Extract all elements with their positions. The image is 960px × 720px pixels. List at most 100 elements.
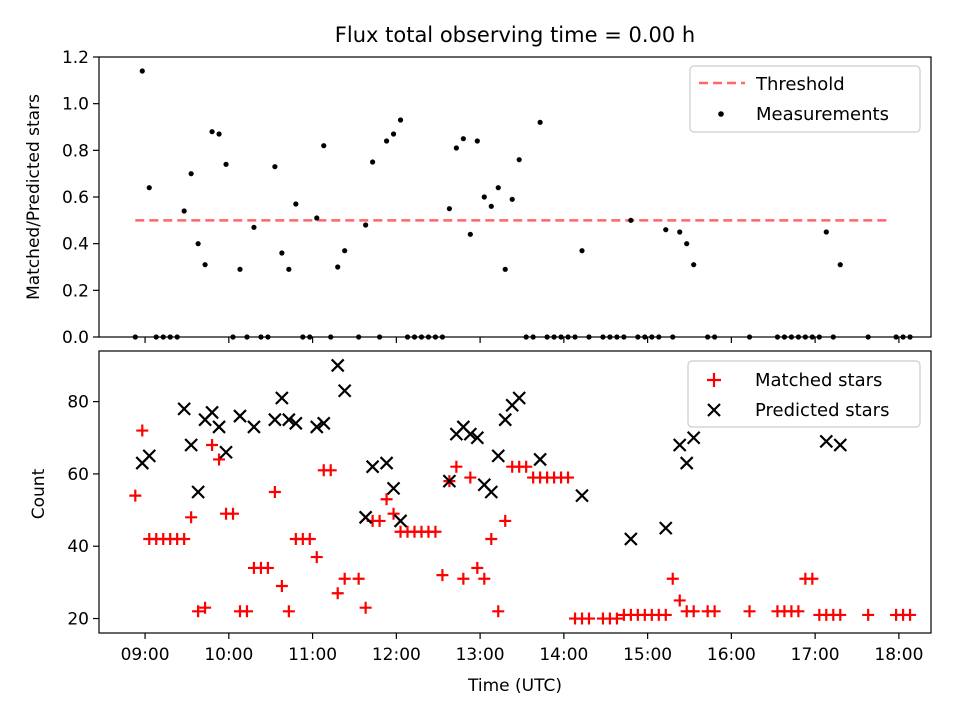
matched-star-point [450, 460, 463, 473]
measurement-point [314, 215, 320, 221]
matched-star-point [520, 460, 533, 473]
matched-star-point [206, 439, 219, 451]
measurement-point [509, 196, 515, 202]
bottom-legend-box [687, 360, 921, 428]
measurement-point [293, 201, 299, 207]
measurement-point [209, 129, 215, 135]
measurement-point [516, 157, 522, 163]
measurements-legend-label: Measurements [756, 104, 889, 125]
predicted-star-point [463, 427, 478, 441]
predicted-star-point [442, 474, 457, 488]
bottom-y-tick-label: 40 [67, 537, 89, 557]
matched-star-point [492, 605, 505, 618]
top-axis-ticks: 0.0 0.2 0.4 0.6 0.8 1.0 1.2 [62, 48, 900, 348]
matched-star-point [834, 608, 847, 621]
matched-star-point [582, 612, 595, 625]
predicted-star-point [365, 459, 380, 474]
predicted-star-point [212, 420, 226, 434]
predicted-star-point [219, 445, 233, 460]
predicted-star-point [386, 481, 401, 496]
matched-star-point [240, 605, 253, 618]
measurement-point [139, 68, 145, 74]
threshold-legend-label: Threshold [755, 74, 845, 95]
predicted-star-point [177, 402, 191, 416]
predicted-star-point [330, 358, 345, 373]
top-legend-box [689, 65, 921, 133]
top-plot-frame [98, 56, 932, 338]
matched-star-point [178, 533, 191, 545]
matched-star-point [708, 605, 721, 618]
measurement-point [677, 229, 683, 235]
bottom-plot: 20 40 60 80 09:00 10:00 11:00 12:00 13:00 14:00 15… [29, 350, 932, 696]
predicted-star-point [672, 438, 687, 452]
measurement-point [202, 262, 208, 268]
measurement-point [537, 119, 543, 125]
predicted-star-point [205, 405, 219, 420]
matched-legend-swatch [707, 373, 721, 387]
bottom-axis-ticks: 20 40 60 80 09:00 10:00 11:00 12:00 13:00 14:00 15… [67, 393, 923, 665]
measurement-point [488, 203, 494, 209]
measurement-point [383, 138, 390, 144]
measurement-point [481, 194, 487, 200]
predicted-star-point [491, 449, 506, 463]
predicted-star-point [624, 532, 638, 546]
measurement-point [823, 229, 829, 235]
measurement-point [397, 117, 404, 123]
predicted-star-point [512, 391, 526, 405]
predicted-legend-label: Predicted stars [755, 400, 889, 421]
matched-star-point [464, 471, 477, 484]
top-y-tick-label: 0.4 [62, 235, 89, 255]
matched-star-point [666, 572, 679, 585]
measurement-point [460, 136, 466, 142]
measurement-point [363, 222, 369, 228]
measurement-point [188, 171, 194, 177]
measurement-point [286, 266, 292, 272]
predicted-star-point [191, 485, 205, 499]
predicted-star-point [484, 485, 499, 499]
x-tick-label: 12:00 [372, 645, 421, 665]
matched-star-point [359, 601, 372, 614]
matched-star-point [743, 605, 756, 618]
matched-star-point [331, 587, 344, 600]
predicted-star-point [658, 521, 673, 535]
measurement-point [335, 264, 341, 270]
top-plot: 0.0 0.2 0.4 0.6 0.8 1.0 1.2 Matched/Predicted … [24, 48, 932, 348]
measurement-point [223, 161, 229, 167]
matched-star-point [387, 507, 400, 520]
bottom-plot-frame [98, 350, 932, 634]
measurement-point [453, 145, 459, 151]
measurement-point [837, 262, 843, 268]
measurement-point [195, 241, 201, 247]
matched-star-point [610, 612, 623, 625]
matched-star-point [792, 605, 805, 618]
measurement-point [467, 231, 473, 237]
x-tick-label: 11:00 [288, 645, 337, 665]
measurements-legend-swatch [718, 111, 724, 117]
matched-star-point [129, 489, 142, 502]
measurement-point [321, 143, 327, 149]
measurement-point [279, 250, 285, 256]
matched-star-point [268, 486, 281, 498]
top-y-tick-label: 0.8 [62, 141, 89, 161]
predicted-star-point [309, 420, 324, 434]
matched-star-point [192, 605, 205, 618]
predicted-star-point [142, 449, 157, 463]
matched-star-point [310, 551, 323, 564]
measurement-point [342, 248, 348, 254]
matched-star-point [282, 605, 295, 618]
matched-star-point [380, 493, 393, 506]
top-y-tick-label: 1.0 [62, 95, 89, 115]
bottom-y-tick-label: 20 [67, 610, 89, 630]
top-y-tick-label: 0.2 [62, 281, 89, 301]
matched-legend-label: Matched stars [755, 370, 882, 391]
x-tick-label: 10:00 [204, 645, 253, 665]
predicted-star-point [233, 409, 247, 423]
measurements-points [132, 68, 913, 340]
matched-star-point [436, 569, 449, 582]
measurement-point [691, 262, 697, 268]
measurement-point [495, 185, 501, 191]
predicted-star-point [575, 488, 589, 503]
matched-star-point [227, 507, 240, 520]
matched-star-point [275, 580, 288, 592]
